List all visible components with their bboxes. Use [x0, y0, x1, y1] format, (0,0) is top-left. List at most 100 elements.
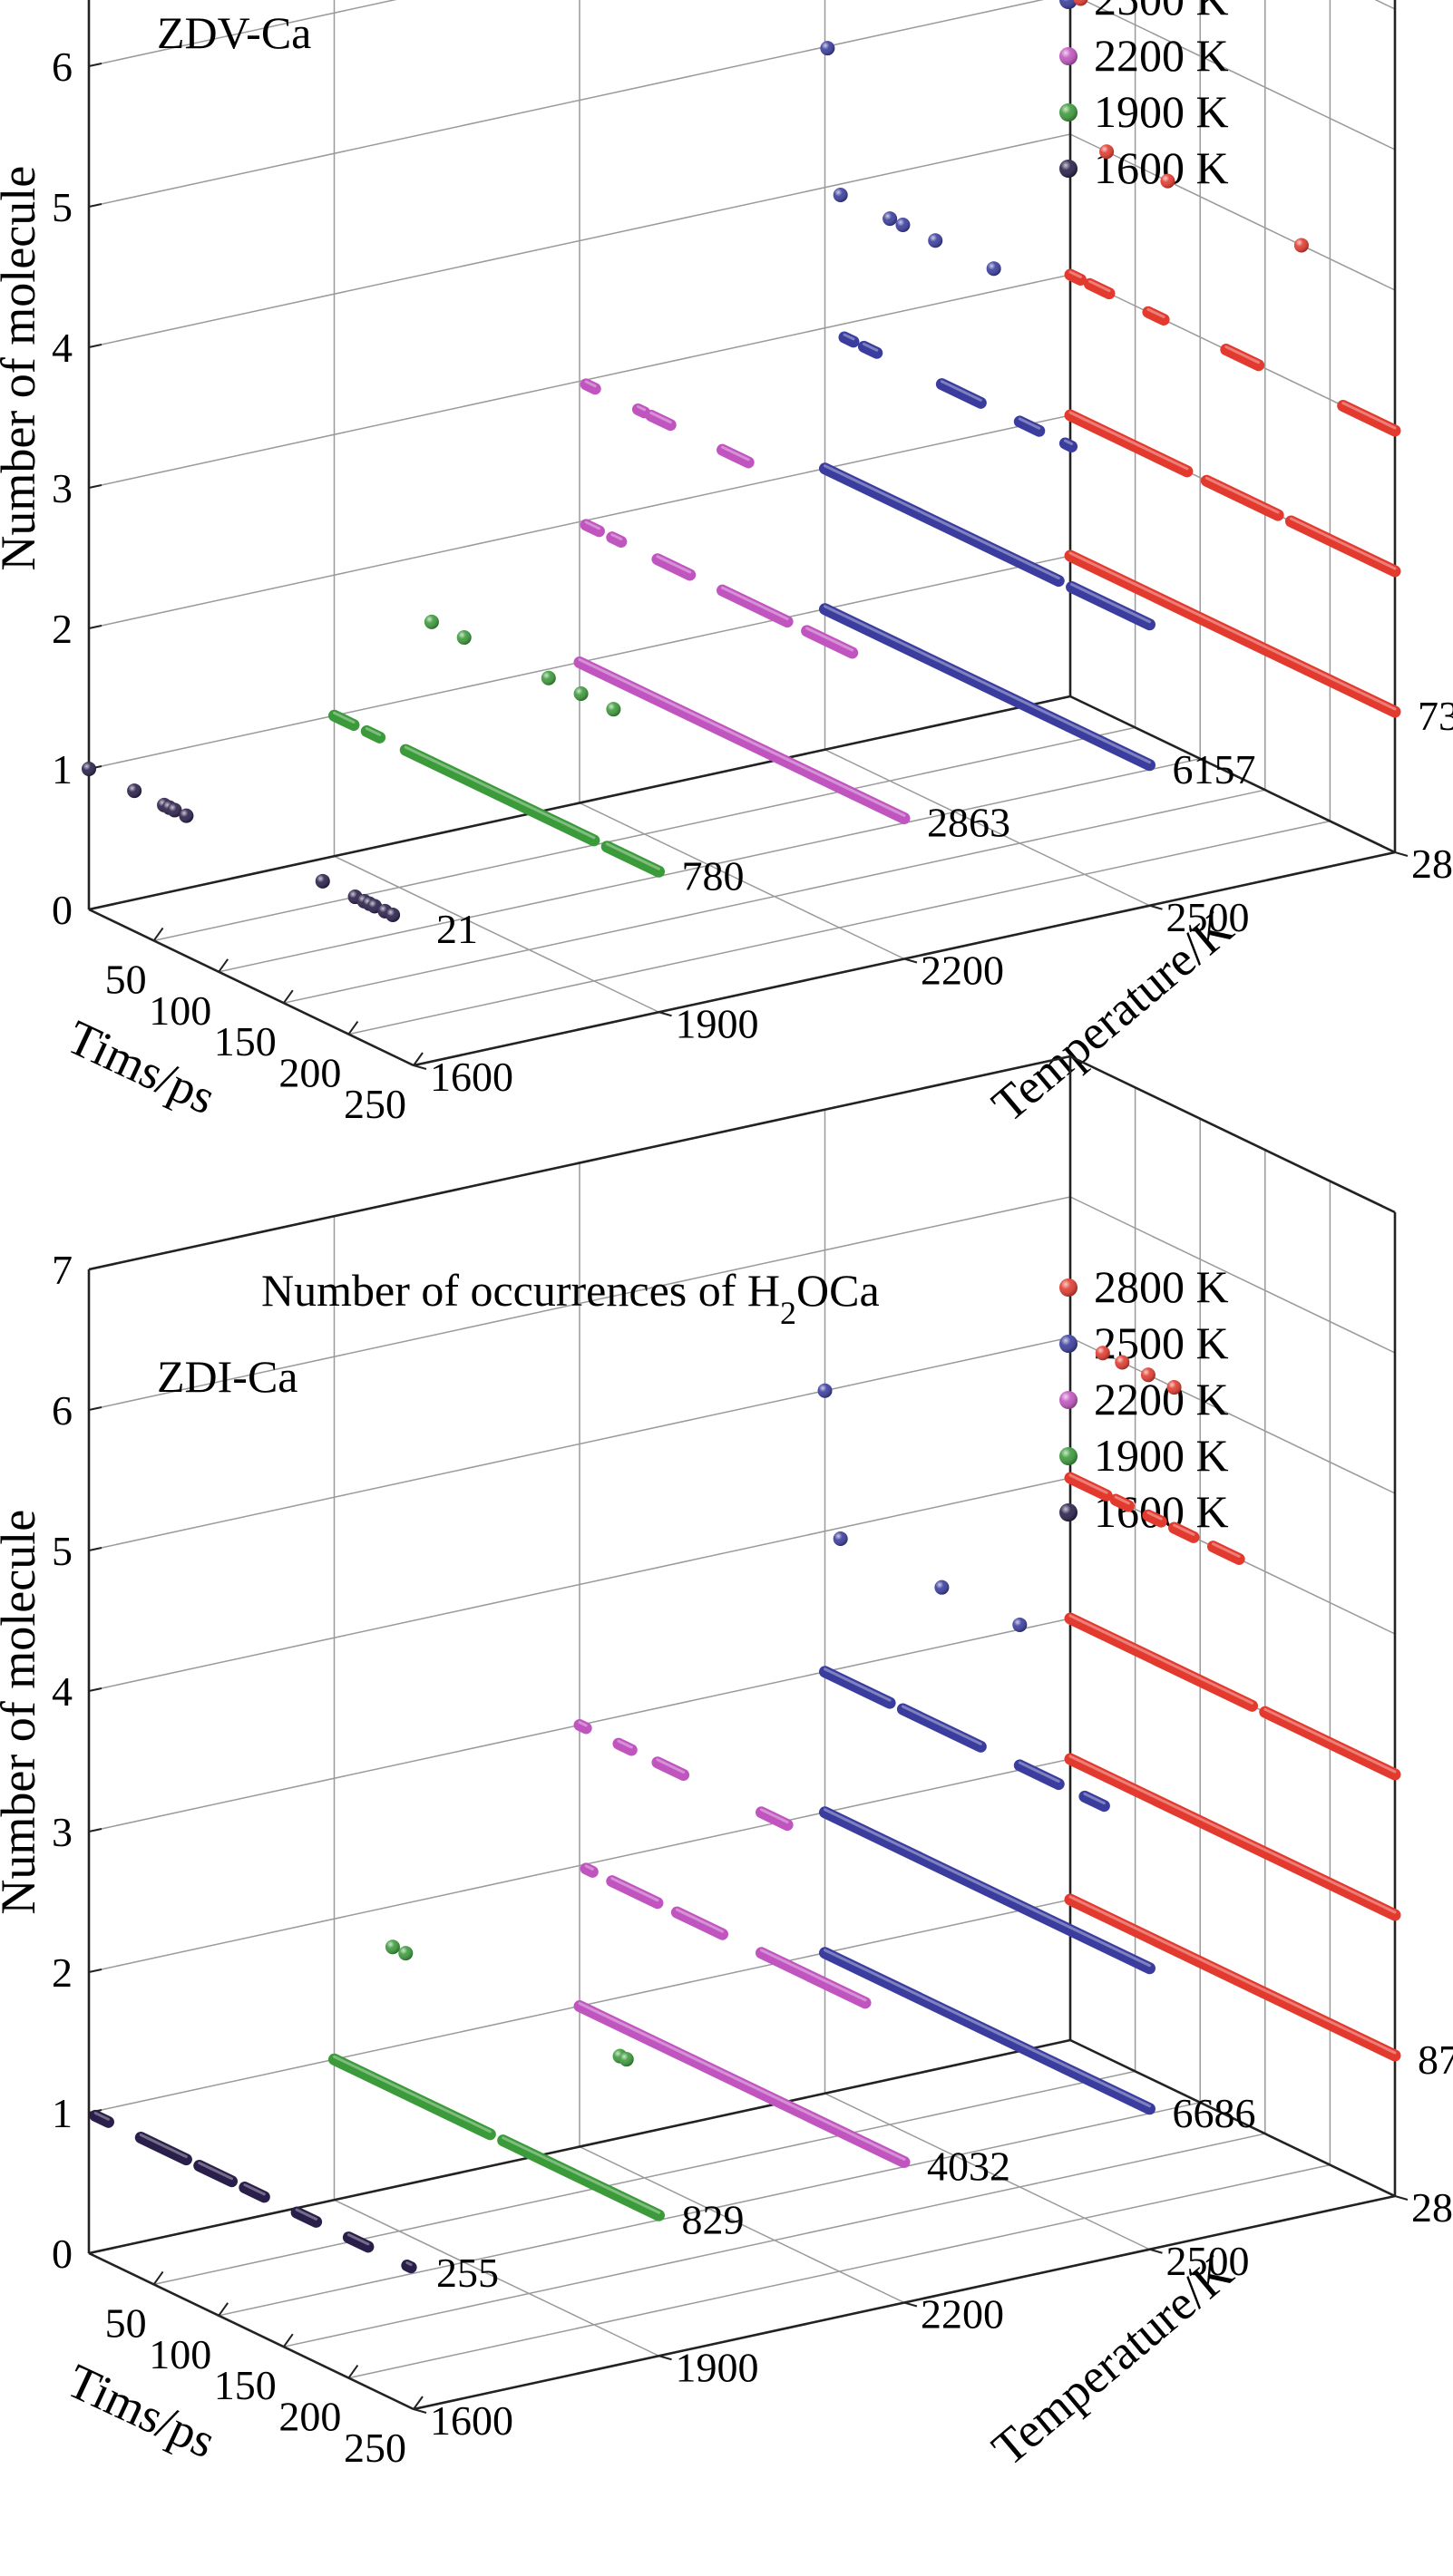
data-segment — [819, 1666, 896, 1709]
data-segment-highlight — [1068, 1614, 1253, 1705]
data-segment-highlight — [93, 2111, 110, 2121]
data-segment — [1064, 1472, 1113, 1502]
y-tick-label: 3 — [52, 1809, 73, 1855]
data-segment-highlight — [1204, 476, 1280, 514]
y-axis-label: Number of molecule — [0, 1510, 45, 1915]
data-segment — [606, 531, 628, 549]
x-tick-label: 200 — [278, 2394, 341, 2440]
data-segment — [193, 2159, 239, 2188]
data-segment — [1284, 515, 1401, 578]
total-count-label: 8771 — [1418, 2036, 1453, 2083]
z-tick-label: 2800 — [1411, 2184, 1453, 2231]
x-tick-label: 100 — [149, 2331, 211, 2377]
x-tick-label: 250 — [344, 1081, 406, 1127]
data-segment — [819, 462, 1065, 588]
data-segment — [573, 2000, 911, 2168]
title-text: OCa — [796, 1265, 880, 1316]
z-tick-mark — [658, 1011, 672, 1017]
frame-edge — [88, 908, 414, 1067]
data-segment-highlight — [824, 1667, 892, 1702]
data-segment — [935, 378, 987, 409]
data-segment-highlight — [1063, 439, 1074, 445]
total-count-label: 2863 — [927, 800, 1010, 846]
legend-entry: 1900 K — [1094, 1430, 1229, 1481]
data-segment — [1013, 415, 1046, 437]
x-tick-mark — [347, 2365, 359, 2379]
data-point-gloss — [424, 614, 439, 629]
series-2500k: 6686 — [817, 1383, 1256, 2136]
data-segment-highlight — [404, 745, 596, 840]
data-segment-highlight — [584, 380, 597, 388]
data-point-gloss — [385, 907, 401, 922]
data-point-gloss — [1140, 1367, 1156, 1383]
y-tick-mark — [88, 484, 102, 489]
data-segment-highlight — [1068, 1473, 1108, 1494]
data-point-gloss — [315, 873, 330, 889]
data-segment-highlight — [1068, 411, 1189, 471]
data-segment — [580, 378, 601, 395]
frame-edge — [88, 1055, 1071, 1271]
data-point-gloss — [619, 2052, 634, 2067]
y-tick-mark — [88, 906, 102, 910]
data-segment-highlight — [578, 658, 906, 817]
data-segment-highlight — [805, 627, 854, 652]
z-axis-label: Temperature/K — [981, 2244, 1243, 2476]
data-segment — [1013, 1759, 1065, 1791]
data-segment-highlight — [721, 586, 789, 621]
axes-frame — [87, 0, 1397, 1067]
series-2500k: 6157 — [819, 41, 1256, 792]
data-segment — [399, 744, 600, 847]
y-tick-label: 4 — [52, 1668, 73, 1715]
data-segment-highlight — [198, 2161, 234, 2181]
data-segment — [651, 1756, 690, 1782]
data-segment — [717, 443, 755, 469]
data-segment — [1058, 437, 1078, 452]
y-tick-label: 0 — [52, 2231, 73, 2277]
data-segment-highlight — [1263, 1707, 1397, 1774]
data-segment-highlight — [333, 2055, 492, 2134]
x-tick-mark — [218, 958, 229, 973]
data-segment-highlight — [824, 1808, 1151, 1968]
y-tick-label: 6 — [52, 44, 73, 90]
data-segment — [1200, 474, 1284, 521]
series-2800k: 7356 — [1064, 0, 1453, 739]
y-tick-label: 1 — [52, 746, 73, 792]
data-segment — [1078, 1790, 1110, 1813]
z-tick-label: 2200 — [921, 948, 1004, 994]
legend-entry: 2200 K — [1094, 1374, 1229, 1424]
z-tick-mark — [1394, 2195, 1409, 2201]
data-point-gloss — [934, 1580, 950, 1595]
data-segment-highlight — [1070, 582, 1151, 624]
data-segment-highlight — [617, 1739, 633, 1749]
data-segment-highlight — [1146, 1511, 1163, 1521]
z-tick-label: 1900 — [676, 1000, 759, 1046]
data-segment-highlight — [605, 842, 660, 870]
data-segment-highlight — [1018, 417, 1041, 430]
legend-entry: 2500 K — [1094, 1317, 1229, 1368]
y-tick-label: 1 — [52, 2090, 73, 2136]
panel-label: ZDV-Ca — [157, 7, 311, 58]
data-segment-highlight — [1087, 279, 1111, 293]
x-tick-label: 100 — [149, 987, 211, 1034]
series-1900k: 780 — [328, 614, 745, 899]
data-segment — [89, 2109, 114, 2128]
series-1900k: 829 — [328, 1939, 745, 2242]
total-count-label: 255 — [436, 2250, 499, 2296]
data-segment — [573, 1719, 592, 1735]
x-tick-mark — [218, 2302, 229, 2317]
data-segment — [1142, 1509, 1167, 1528]
total-count-label: 780 — [682, 852, 745, 899]
data-point-gloss — [1073, 0, 1088, 6]
data-point-gloss — [883, 211, 898, 227]
y-tick-label: 7 — [52, 1247, 73, 1293]
series-1600k: 21 — [82, 762, 478, 952]
data-point-gloss — [833, 1531, 848, 1547]
data-point-gloss — [606, 702, 621, 717]
series-2800k: 8771 — [1064, 1346, 1453, 2083]
y-tick-mark — [88, 2250, 102, 2254]
data-segment — [1064, 1612, 1258, 1712]
y-tick-mark — [88, 1968, 102, 1973]
